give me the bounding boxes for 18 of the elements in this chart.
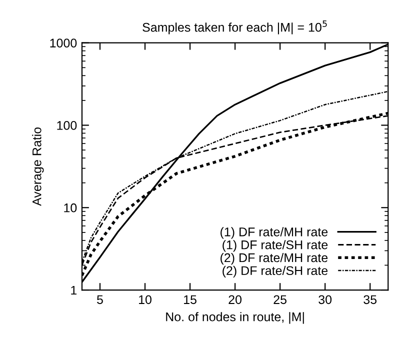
x-tick-label: 10 xyxy=(139,295,152,304)
y-tick-label: 1 xyxy=(71,286,77,295)
x-tick-label: 20 xyxy=(228,295,242,304)
y-tick-label: 1000 xyxy=(50,38,77,48)
legend-label: (1) DF rate/SH rate xyxy=(222,240,328,252)
x-tick-label: 15 xyxy=(184,295,196,304)
x-axis-title: No. of nodes in route, |M| xyxy=(166,312,304,324)
legend-label: (2) DF rate/MH rate xyxy=(220,252,328,265)
y-tick-label: 10 xyxy=(64,203,77,212)
legend-label: (1) DF rate/MH rate xyxy=(220,227,328,239)
x-tick-label: 25 xyxy=(274,295,286,304)
legend-label: (2) DF rate/SH rate xyxy=(222,266,328,278)
chart-title: Samples taken for each |M| = 10$^{5}$ xyxy=(142,20,327,34)
y-tick-label: 100 xyxy=(57,121,77,130)
x-tick-label: 30 xyxy=(318,295,332,304)
y-axis-title: Average Ratio xyxy=(32,127,44,206)
x-tick-label: 5 xyxy=(97,295,103,304)
x-tick-label: 35 xyxy=(364,295,377,304)
